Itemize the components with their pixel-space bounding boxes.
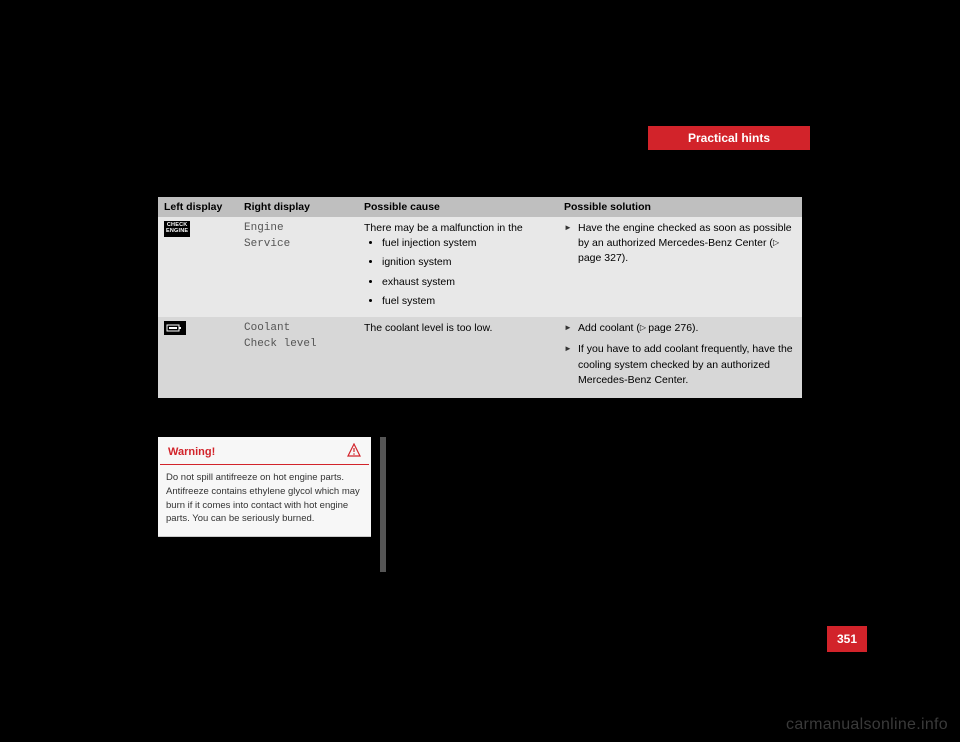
solution-tail: ). (692, 322, 698, 334)
page-ref: page 327 (578, 252, 622, 264)
cause-bullet: fuel injection system (382, 236, 552, 251)
solution-tail: ). (622, 252, 628, 264)
section-header-tab: Practical hints (648, 126, 810, 150)
cause-bullet: ignition system (382, 255, 552, 270)
table-row: CHECKENGINE Engine Service There may be … (158, 217, 802, 317)
warning-triangle-icon (347, 443, 361, 460)
page-ref: page 276 (648, 322, 692, 334)
cause-text: The coolant level is too low. (364, 321, 552, 336)
table-row: Coolant Check level The coolant level is… (158, 317, 802, 398)
right-display-line: Engine (244, 221, 352, 237)
right-display-line: Service (244, 237, 352, 253)
solution-text: Add coolant ( (578, 322, 640, 334)
diagnostics-table: Left display Right display Possible caus… (158, 197, 802, 398)
col-left-display: Left display (158, 197, 238, 217)
solution-item: Have the engine checked as soon as possi… (564, 221, 796, 267)
warning-header: Warning! (160, 437, 369, 465)
cause-bullet-list: fuel injection system ignition system ex… (364, 236, 552, 309)
cause-bullet: exhaust system (382, 275, 552, 290)
warning-title: Warning! (168, 446, 215, 458)
warning-body: Do not spill antifreeze on hot engine pa… (158, 465, 371, 536)
col-right-display: Right display (238, 197, 358, 217)
coolant-icon (164, 326, 186, 338)
col-possible-cause: Possible cause (358, 197, 558, 217)
col-possible-solution: Possible solution (558, 197, 802, 217)
check-engine-icon: CHECKENGINE (164, 221, 190, 237)
page-ref-icon: ▷ (640, 323, 648, 332)
cause-intro: There may be a malfunction in the (364, 221, 552, 236)
column-divider (380, 437, 386, 572)
solution-text: Have the engine checked as soon as possi… (578, 222, 792, 249)
solution-item: Add coolant (▷ page 276). (564, 321, 796, 336)
solution-item: If you have to add coolant frequently, h… (564, 342, 796, 388)
page-ref-icon: ▷ (773, 238, 779, 247)
solution-text: If you have to add coolant frequently, h… (578, 343, 793, 385)
table-header-row: Left display Right display Possible caus… (158, 197, 802, 217)
cause-bullet: fuel system (382, 294, 552, 309)
right-display-line: Check level (244, 337, 352, 353)
page-number-badge: 351 (827, 626, 867, 652)
watermark-text: carmanualsonline.info (786, 716, 948, 734)
warning-box: Warning! Do not spill antifreeze on hot … (158, 437, 371, 537)
right-display-line: Coolant (244, 321, 352, 337)
